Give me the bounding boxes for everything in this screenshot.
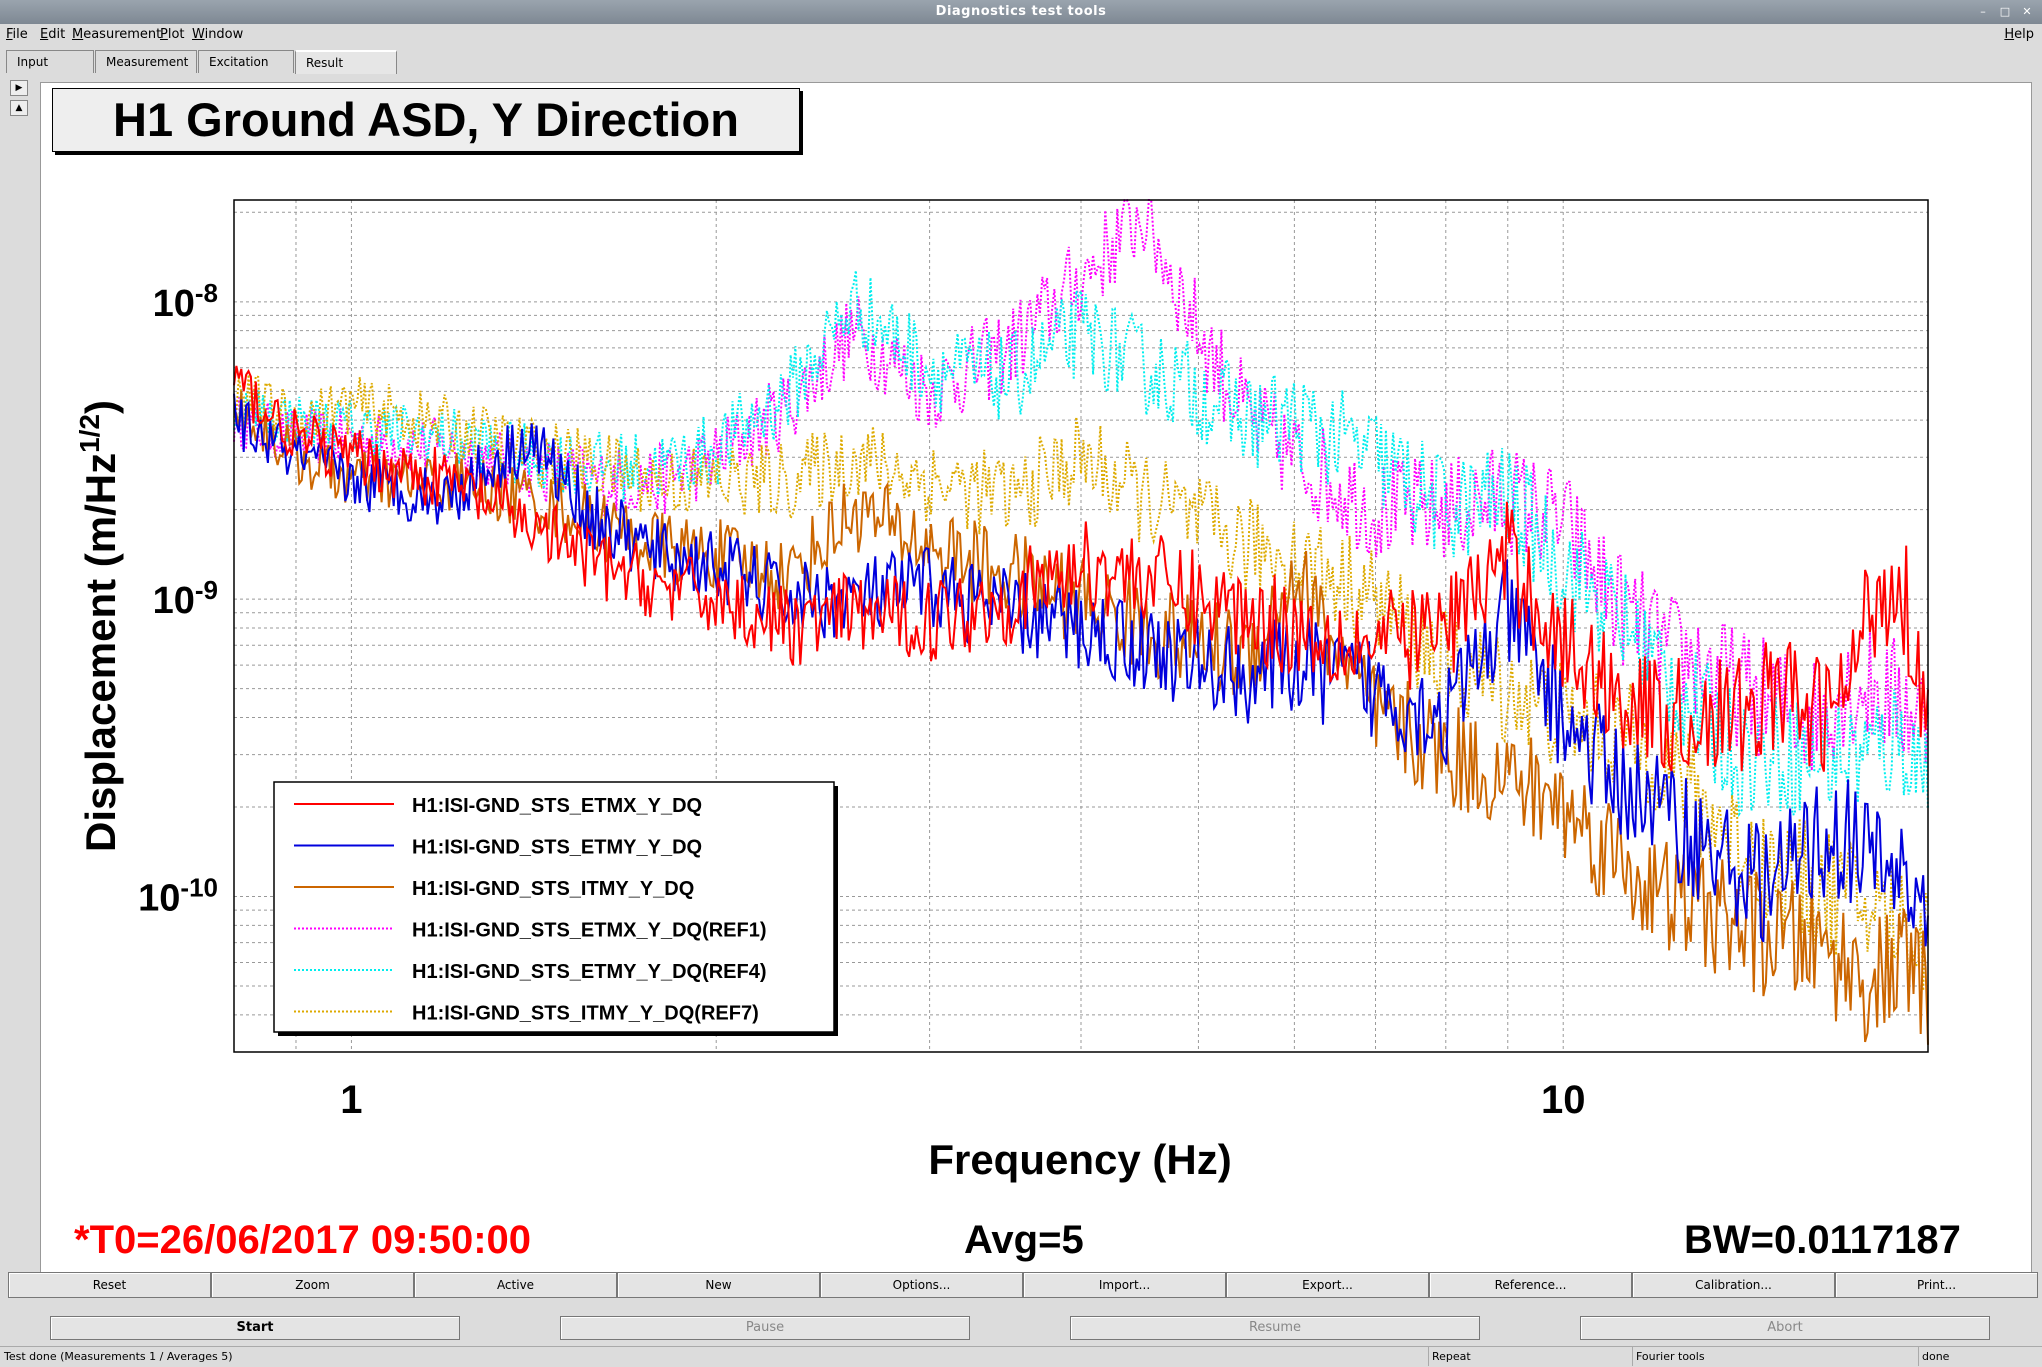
legend-box <box>273 781 835 1033</box>
plot-title: H1 Ground ASD, Y Direction <box>52 88 800 152</box>
tab-excitation[interactable]: Excitation <box>198 50 294 73</box>
legend-label: H1:ISI-GND_STS_ETMY_Y_DQ <box>412 837 702 859</box>
status-state: done <box>1922 1350 1950 1363</box>
legend-label: H1:ISI-GND_STS_ETMX_Y_DQ <box>412 795 702 817</box>
averages-label: Avg=5 <box>964 1218 1084 1262</box>
legend-label: H1:ISI-GND_STS_ETMY_Y_DQ(REF4) <box>412 961 767 983</box>
status-main: Test done (Measurements 1 / Averages 5) <box>0 1347 1429 1366</box>
side-arrows: ▶ ▲ <box>10 80 28 120</box>
bandwidth-label: BW=0.0117187 <box>1684 1218 1961 1262</box>
y-tick-label: 10-9 <box>153 575 218 622</box>
window-title: Diagnostics test tools <box>935 4 1107 19</box>
menu-bar: File Edit Measurement Plot Window Help <box>0 24 2042 46</box>
reference-button[interactable]: Reference... <box>1429 1272 1632 1298</box>
status-mode: Repeat <box>1428 1347 1633 1366</box>
import-button[interactable]: Import... <box>1023 1272 1226 1298</box>
window-titlebar: Diagnostics test tools – □ ✕ <box>0 0 2042 24</box>
plot-frame <box>233 199 1929 1053</box>
x-tick-label: 10 <box>1541 1078 1586 1122</box>
zoom-button[interactable]: Zoom <box>211 1272 414 1298</box>
status-bar: Test done (Measurements 1 / Averages 5) … <box>0 1346 2042 1367</box>
tab-bar: Input Measurement Excitation Result <box>6 50 398 74</box>
plot-button-row: Reset Zoom Active New Options... Import.… <box>8 1272 2038 1298</box>
run-control-row: Start Pause Resume Abort <box>50 1316 1994 1340</box>
start-button[interactable]: Start <box>50 1316 460 1340</box>
active-button[interactable]: Active <box>414 1272 617 1298</box>
y-tick-label: 10-8 <box>153 278 218 325</box>
t0-timestamp: *T0=26/06/2017 09:50:00 <box>74 1218 532 1262</box>
export-button[interactable]: Export... <box>1226 1272 1429 1298</box>
legend-label: H1:ISI-GND_STS_ITMY_Y_DQ <box>412 878 694 900</box>
legend-label: H1:ISI-GND_STS_ITMY_Y_DQ(REF7) <box>412 1003 759 1025</box>
series-line-2 <box>233 393 1929 947</box>
maximize-button[interactable]: □ <box>1999 5 2011 18</box>
status-tool: Fourier tools <box>1632 1347 1919 1366</box>
tab-input[interactable]: Input <box>6 50 94 73</box>
menu-edit[interactable]: Edit <box>40 27 66 42</box>
new-button[interactable]: New <box>617 1272 820 1298</box>
x-axis-label: Frequency (Hz) <box>928 1136 1231 1183</box>
print-button[interactable]: Print... <box>1835 1272 2038 1298</box>
close-button[interactable]: ✕ <box>2022 5 2032 18</box>
y-axis-label: Displacement (m/Hz1/2) <box>74 400 124 852</box>
y-tick-label: 10-10 <box>138 873 218 920</box>
reset-button[interactable]: Reset <box>8 1272 211 1298</box>
calibration-button[interactable]: Calibration... <box>1632 1272 1835 1298</box>
pause-button[interactable]: Pause <box>560 1316 970 1340</box>
menu-help[interactable]: Help <box>2004 27 2034 42</box>
minimize-button[interactable]: – <box>1980 5 1986 18</box>
options-button[interactable]: Options... <box>820 1272 1023 1298</box>
legend-label: H1:ISI-GND_STS_ETMX_Y_DQ(REF1) <box>412 920 767 942</box>
abort-button[interactable]: Abort <box>1580 1316 1990 1340</box>
series-line-6 <box>233 374 1929 992</box>
menu-plot[interactable]: Plot <box>160 27 185 42</box>
arrow-right-icon[interactable]: ▶ <box>10 80 28 96</box>
arrow-up-icon[interactable]: ▲ <box>10 100 28 116</box>
x-tick-label: 1 <box>340 1078 362 1122</box>
menu-window[interactable]: Window <box>192 27 244 42</box>
series-line-1 <box>233 365 1929 772</box>
tab-result[interactable]: Result <box>295 50 397 74</box>
menu-measurement[interactable]: Measurement <box>72 27 162 42</box>
series-line-3 <box>233 390 1929 1045</box>
resume-button[interactable]: Resume <box>1070 1316 1480 1340</box>
tab-measurement[interactable]: Measurement <box>95 50 197 73</box>
menu-file[interactable]: File <box>6 27 28 42</box>
